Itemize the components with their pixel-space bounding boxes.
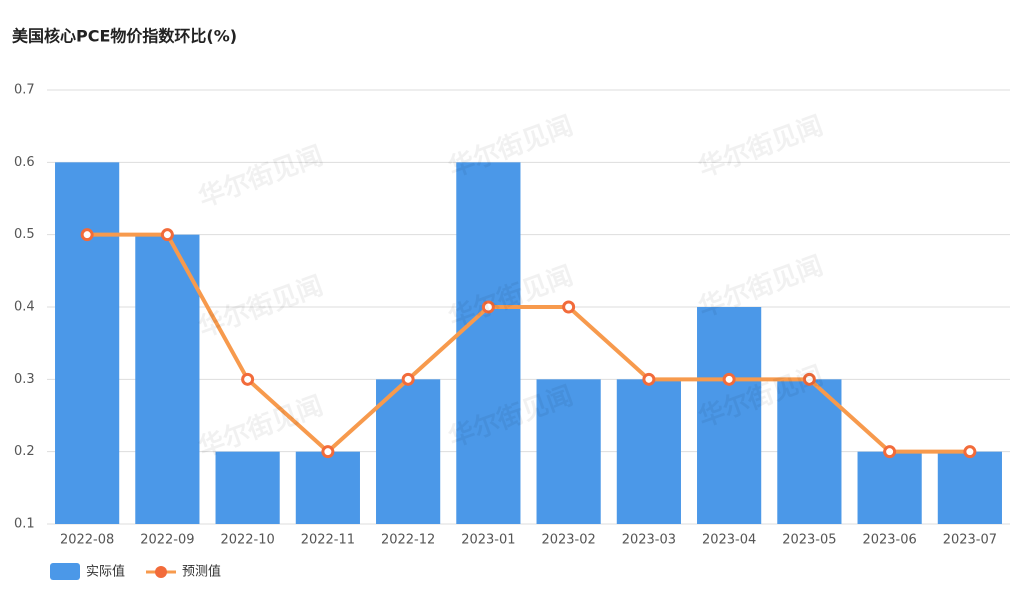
x-tick-label: 2022-09 — [140, 533, 194, 548]
bar — [215, 451, 280, 524]
x-tick-label: 2022-08 — [60, 533, 114, 548]
line-point — [481, 300, 495, 314]
bar — [697, 307, 762, 524]
line-point — [963, 445, 977, 459]
y-tick-label: 0.5 — [14, 227, 35, 242]
line-point — [722, 372, 736, 386]
x-tick-label: 2023-06 — [862, 533, 916, 548]
bar — [536, 379, 601, 524]
y-tick-label: 0.2 — [14, 444, 35, 459]
bar — [456, 162, 521, 525]
y-tick-label: 0.4 — [14, 300, 35, 315]
bar — [55, 162, 120, 525]
bar — [295, 451, 360, 524]
line-point — [642, 372, 656, 386]
legend-swatch — [155, 566, 167, 578]
line-point — [321, 445, 335, 459]
line-point — [802, 372, 816, 386]
x-tick-label: 2023-01 — [461, 533, 515, 548]
y-tick-label: 0.3 — [14, 372, 35, 387]
chart-title: 美国核心PCE物价指数环比(%) — [12, 27, 237, 46]
x-tick-label: 2023-04 — [702, 533, 756, 548]
bar — [376, 379, 441, 524]
line-point — [883, 445, 897, 459]
bar — [937, 451, 1002, 524]
bar — [857, 451, 922, 524]
line — [87, 232, 970, 454]
x-tick-label: 2023-05 — [782, 533, 836, 548]
y-tick-label: 0.7 — [14, 83, 35, 98]
legend-label: 预测值 — [182, 564, 221, 580]
y-tick-label: 0.1 — [14, 517, 35, 532]
watermark: 华尔街见闻 — [194, 140, 327, 214]
x-tick-label: 2022-12 — [381, 533, 435, 548]
bar — [616, 379, 681, 524]
legend-label: 实际值 — [86, 564, 125, 580]
bar — [135, 234, 200, 524]
y-tick-label: 0.6 — [14, 155, 35, 170]
x-tick-label: 2022-11 — [301, 533, 355, 548]
x-tick-label: 2023-07 — [943, 533, 997, 548]
x-tick-label: 2022-10 — [220, 533, 274, 548]
line-point — [241, 372, 255, 386]
watermark: 华尔街见闻 — [694, 110, 827, 184]
line-point — [160, 228, 174, 242]
line-point — [80, 228, 94, 242]
line-point — [562, 300, 576, 314]
line-point — [401, 372, 415, 386]
bar — [777, 379, 842, 524]
x-tick-label: 2023-02 — [541, 533, 595, 548]
x-tick-label: 2023-03 — [622, 533, 676, 548]
legend-swatch — [50, 563, 80, 580]
